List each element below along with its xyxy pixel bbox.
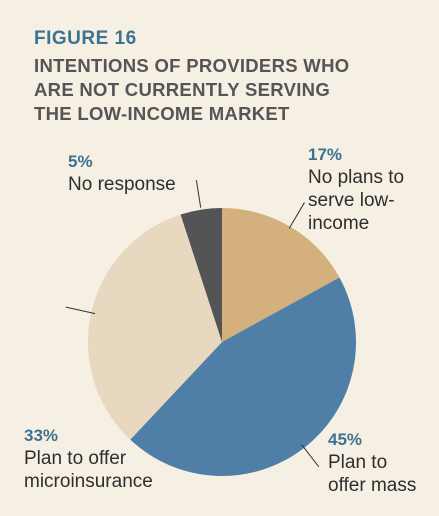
slice-text-offer-mass-line-1: Plan to [328,452,388,473]
slice-offer-mass [130,277,356,476]
slice-text-microinsurance-line-2: microinsurance [24,471,153,492]
slice-label-no-response: 5% No response [68,150,176,196]
slice-text-no-plans-line-2: serve low- [308,190,395,211]
figure-title-line-1: INTENTIONS OF PROVIDERS WHO [34,55,350,76]
slice-text-no-plans-line-3: income [308,213,370,234]
slice-pct-offer-mass: 45% [328,430,363,449]
figure-title-line-2: ARE NOT CURRENTLY SERVING [34,79,331,100]
leader-line-slice-no-plans [288,202,305,229]
slice-pct-no-plans: 17% [308,145,343,164]
figure-title-line-3: THE LOW-INCOME MARKET [34,103,290,124]
slice-label-offer-mass: 45% Plan to offer mass [328,428,416,497]
figure-number: FIGURE 16 [34,28,137,49]
leader-line-slice-no-response [195,179,202,208]
slice-microinsurance [87,214,222,440]
slice-text-microinsurance-line-1: Plan to offer [24,448,127,469]
slice-text-no-plans-line-1: No plans to [308,167,405,188]
slice-text-no-response-line-1: No response [68,174,176,195]
slice-pct-no-response: 5% [68,152,93,171]
leader-line-slice-offer-mass [301,444,320,468]
slice-label-microinsurance: 33% Plan to offer microinsurance [24,424,153,493]
slice-no-response [180,208,222,342]
slice-label-no-plans: 17% No plans to serve low- income [308,143,404,235]
slice-no-plans [222,208,340,342]
slice-text-offer-mass-line-2: offer mass [328,475,417,496]
slice-pct-microinsurance: 33% [24,426,59,445]
figure-title: INTENTIONS OF PROVIDERS WHO ARE NOT CURR… [34,54,414,126]
leader-line-slice-microinsurance [65,306,96,315]
